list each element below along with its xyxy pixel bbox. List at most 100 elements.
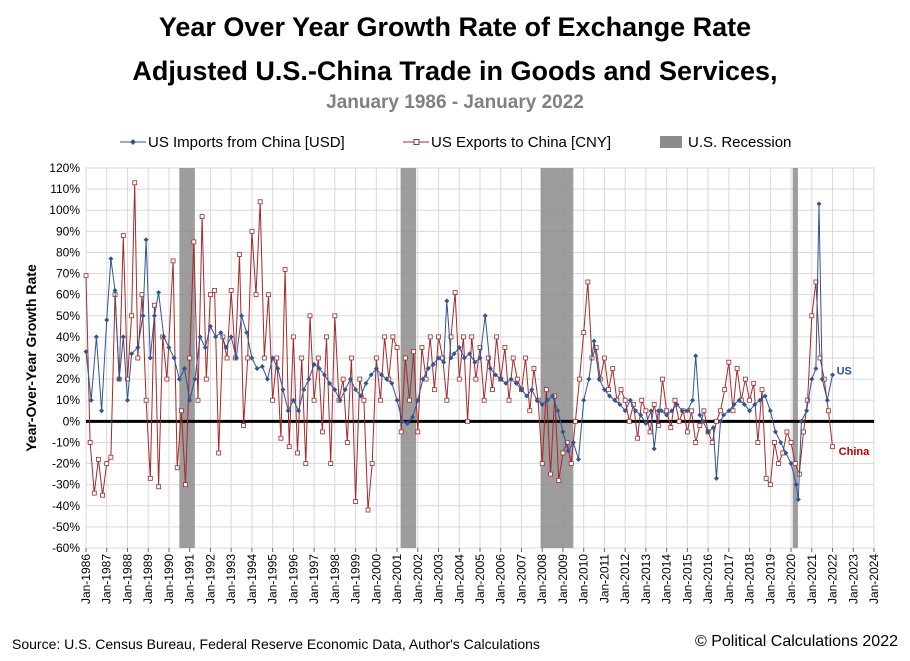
point-exports xyxy=(212,288,217,293)
point-exports xyxy=(228,288,234,293)
point-exports xyxy=(203,376,209,382)
point-exports xyxy=(693,440,699,445)
point-imports xyxy=(239,313,245,319)
point-imports xyxy=(218,330,224,336)
point-imports xyxy=(674,401,680,407)
point-exports xyxy=(156,484,161,490)
point-imports xyxy=(456,344,462,350)
point-exports xyxy=(684,429,690,435)
point-exports xyxy=(610,366,616,371)
point-imports xyxy=(798,418,804,424)
point-imports xyxy=(285,408,291,414)
point-imports xyxy=(655,408,661,414)
point-imports xyxy=(721,412,727,418)
point-exports xyxy=(361,397,367,403)
point-exports xyxy=(701,408,707,414)
point-imports xyxy=(539,401,545,407)
y-tick-label: 20% xyxy=(56,372,80,386)
point-imports xyxy=(301,387,307,393)
point-exports xyxy=(253,292,259,298)
point-imports xyxy=(700,418,706,424)
point-imports xyxy=(819,376,825,382)
point-exports xyxy=(100,492,105,498)
point-imports xyxy=(171,355,177,361)
point-imports xyxy=(444,298,450,304)
point-imports xyxy=(710,425,716,431)
point-exports xyxy=(104,461,110,466)
point-exports xyxy=(801,429,806,435)
point-exports xyxy=(91,490,97,496)
point-exports xyxy=(763,475,769,481)
point-exports xyxy=(481,397,487,403)
point-imports xyxy=(690,397,696,403)
chart-subtitle: January 1986 - January 2022 xyxy=(326,92,584,113)
point-imports xyxy=(306,376,312,382)
x-tick-label: Jan-1994 xyxy=(245,554,259,604)
x-tick-label: Jan-1987 xyxy=(100,554,114,604)
point-imports xyxy=(773,429,778,435)
x-tick-label: Jan-2002 xyxy=(411,554,425,604)
point-imports xyxy=(270,355,276,361)
point-imports xyxy=(368,372,374,378)
annotation-china: China xyxy=(839,446,870,458)
point-imports xyxy=(824,397,830,403)
point-imports xyxy=(373,366,379,372)
point-exports xyxy=(477,345,483,350)
point-exports xyxy=(261,355,267,361)
point-exports xyxy=(452,290,458,295)
point-exports xyxy=(734,366,740,371)
point-imports xyxy=(244,330,250,336)
point-exports xyxy=(444,397,450,403)
y-axis-title: Year-Over-Year Growth Rate xyxy=(23,264,39,452)
point-exports xyxy=(556,478,562,483)
point-exports xyxy=(568,461,574,466)
point-exports xyxy=(743,376,748,382)
x-tick-label: Jan-1986 xyxy=(79,554,93,604)
point-imports xyxy=(555,408,561,414)
point-imports xyxy=(202,344,208,350)
point-imports xyxy=(441,359,447,365)
x-tick-label: Jan-2023 xyxy=(846,554,860,604)
point-exports xyxy=(502,345,508,350)
point-imports xyxy=(648,408,654,414)
x-tick-label: Jan-2005 xyxy=(473,554,487,604)
point-exports xyxy=(581,330,587,336)
point-exports xyxy=(506,397,512,403)
x-tick-label: Jan-2015 xyxy=(680,554,694,604)
point-imports xyxy=(140,313,146,319)
point-exports xyxy=(278,435,284,441)
point-exports xyxy=(191,239,197,245)
point-imports xyxy=(112,287,118,293)
point-exports xyxy=(788,440,794,445)
point-exports xyxy=(170,258,176,264)
point-exports xyxy=(809,313,815,319)
point-exports xyxy=(398,429,404,435)
point-imports xyxy=(116,376,122,382)
point-exports xyxy=(755,440,761,445)
point-exports xyxy=(315,355,321,361)
point-exports xyxy=(622,397,628,403)
point-imports xyxy=(651,446,657,452)
x-tick-label: Jan-2010 xyxy=(577,554,591,604)
point-exports xyxy=(96,456,101,462)
chart-title-line-1: Year Over Year Growth Rate of Exchange R… xyxy=(158,12,752,42)
point-imports xyxy=(596,376,602,382)
point-imports xyxy=(679,408,685,414)
y-tick-label: 50% xyxy=(56,309,80,323)
point-imports xyxy=(788,461,794,467)
point-imports xyxy=(311,361,317,367)
point-imports xyxy=(467,351,473,357)
point-imports xyxy=(498,376,504,382)
point-exports xyxy=(469,334,475,340)
point-exports xyxy=(651,402,657,407)
point-exports xyxy=(353,499,358,504)
point-exports xyxy=(303,461,309,466)
x-tick-label: Jan-1988 xyxy=(120,554,134,604)
point-imports xyxy=(658,408,664,414)
point-imports xyxy=(259,363,265,369)
point-exports xyxy=(295,450,300,456)
point-exports xyxy=(199,214,205,219)
point-exports xyxy=(135,355,141,361)
point-imports xyxy=(254,366,260,372)
